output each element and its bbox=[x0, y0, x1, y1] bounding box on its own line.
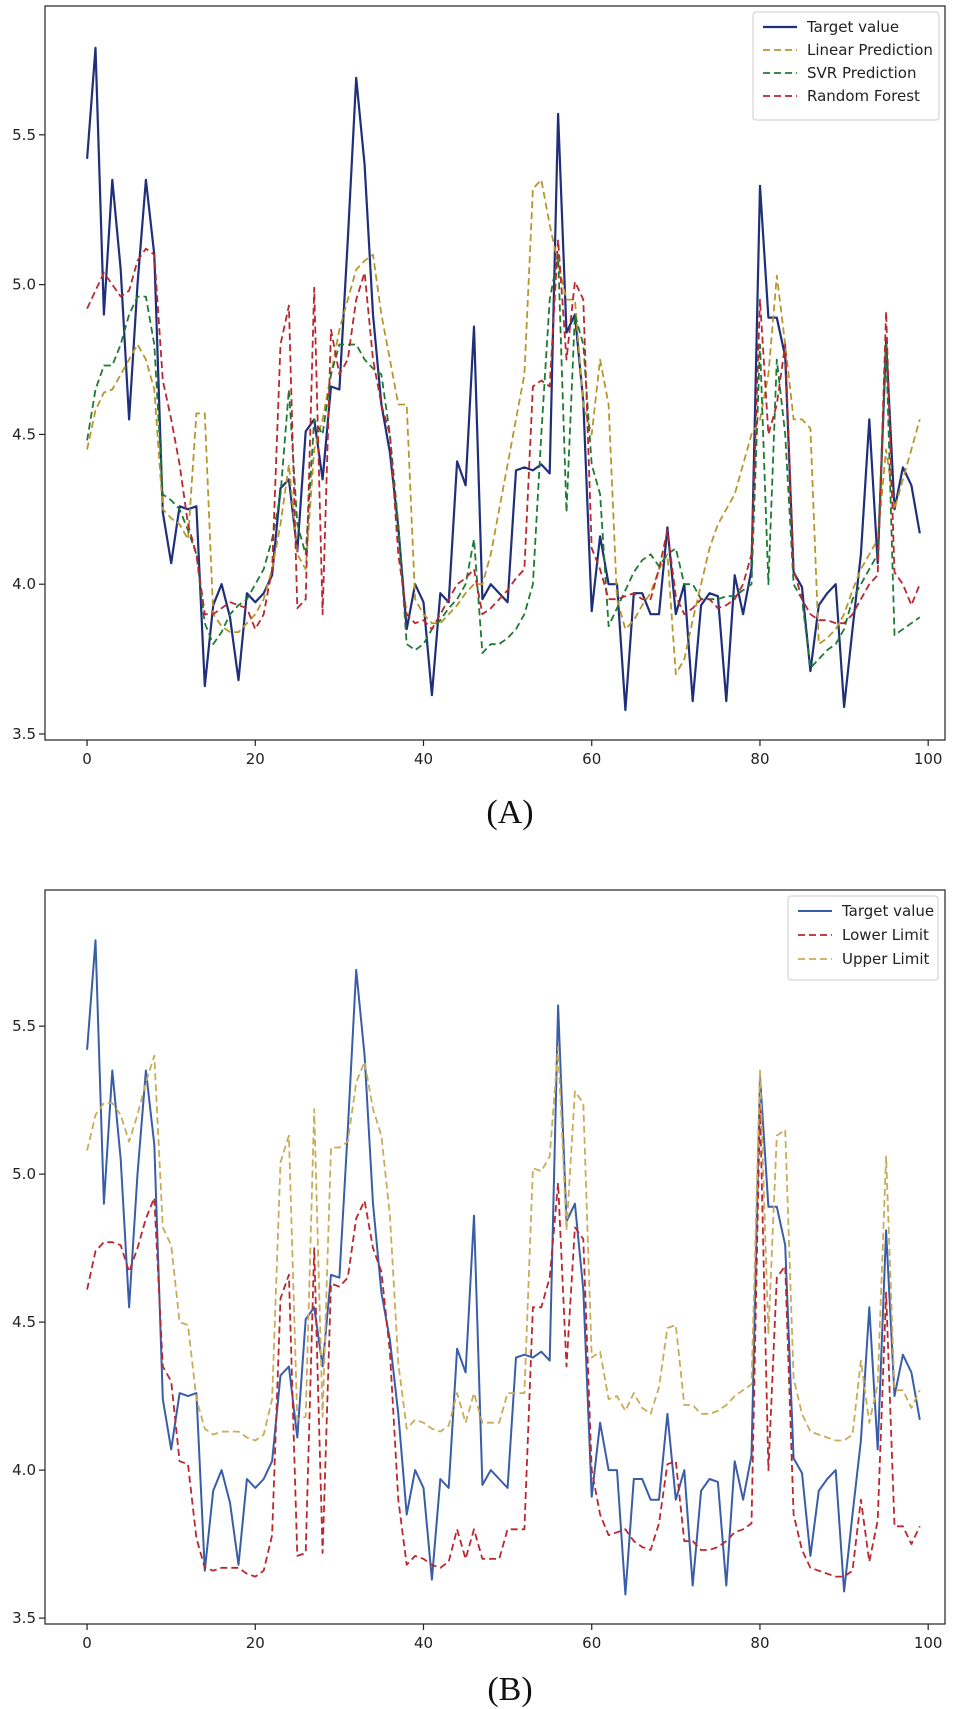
chart-a-y-tick-label: 4.0 bbox=[12, 575, 36, 593]
chart-a-series-svr-prediction bbox=[86, 253, 921, 669]
chart-a-x-tick-label: 0 bbox=[82, 750, 92, 768]
chart-a-y-tick-label: 3.5 bbox=[12, 725, 36, 743]
chart-b-legend: Target value Lower Limit Upper Limit bbox=[787, 895, 939, 981]
chart-b-x-tick-label: 60 bbox=[582, 1634, 601, 1652]
chart-a-x-tick-label: 60 bbox=[582, 750, 601, 768]
chart-a-legend-label: Target value bbox=[806, 18, 899, 36]
chart-b-series-target-value bbox=[86, 939, 921, 1596]
chart-a-series bbox=[86, 46, 921, 712]
chart-a-y-tick-label: 5.0 bbox=[12, 276, 36, 294]
chart-a-legend-box bbox=[752, 11, 940, 121]
chart-a-legend-label: SVR Prediction bbox=[807, 64, 917, 82]
chart-a-y-tick-label: 5.5 bbox=[12, 126, 36, 144]
chart-b-x-tick-label: 80 bbox=[750, 1634, 769, 1652]
chart-a: 0 20 40 60 80 100 3.5 4.0 4.5 5.0 5.5 Target value… bbox=[12, 5, 946, 831]
chart-a-series-linear-prediction bbox=[86, 178, 921, 675]
chart-a-x-tick-label: 80 bbox=[750, 750, 769, 768]
chart-a-x-tick-label: 40 bbox=[414, 750, 433, 768]
chart-b-y-tick-label: 4.5 bbox=[12, 1313, 36, 1331]
chart-a-plot-frame bbox=[44, 5, 946, 741]
chart-a-legend-label: Random Forest bbox=[807, 87, 920, 105]
chart-a-ticks: 0 20 40 60 80 100 3.5 4.0 4.5 5.0 5.5 bbox=[12, 126, 942, 768]
chart-b-series-upper-limit bbox=[86, 1046, 921, 1442]
chart-b-x-tick-label: 0 bbox=[82, 1634, 92, 1652]
chart-b-ticks: 0 20 40 60 80 100 3.5 4.0 4.5 5.0 5.5 bbox=[12, 1017, 942, 1652]
chart-b-y-tick-label: 4.0 bbox=[12, 1461, 36, 1479]
chart-a-series-random-forest bbox=[86, 238, 921, 631]
chart-b-series-lower-limit bbox=[86, 1102, 921, 1578]
chart-b-legend-label: Lower Limit bbox=[842, 926, 929, 944]
chart-a-series-target-value bbox=[86, 46, 921, 712]
chart-b-x-tick-label: 20 bbox=[246, 1634, 265, 1652]
chart-b-x-tick-label: 40 bbox=[414, 1634, 433, 1652]
chart-b: 0 20 40 60 80 100 3.5 4.0 4.5 5.0 5.5 Target value… bbox=[12, 889, 946, 1708]
chart-b-y-tick-label: 5.5 bbox=[12, 1017, 36, 1035]
chart-a-legend: Target value Linear Prediction SVR Predict… bbox=[752, 11, 940, 121]
chart-a-y-tick-label: 4.5 bbox=[12, 425, 36, 443]
chart-b-caption: (B) bbox=[487, 1671, 532, 1708]
chart-a-x-tick-label: 100 bbox=[914, 750, 943, 768]
chart-b-legend-label: Upper Limit bbox=[842, 950, 929, 968]
chart-b-x-tick-label: 100 bbox=[914, 1634, 943, 1652]
chart-b-plot-frame bbox=[44, 889, 946, 1625]
chart-b-y-tick-label: 3.5 bbox=[12, 1609, 36, 1627]
chart-b-series bbox=[86, 939, 921, 1596]
chart-a-caption: (A) bbox=[486, 794, 533, 831]
chart-a-x-tick-label: 20 bbox=[246, 750, 265, 768]
chart-a-legend-label: Linear Prediction bbox=[807, 41, 933, 59]
chart-b-y-tick-label: 5.0 bbox=[12, 1165, 36, 1183]
chart-b-legend-label: Target value bbox=[841, 902, 934, 920]
